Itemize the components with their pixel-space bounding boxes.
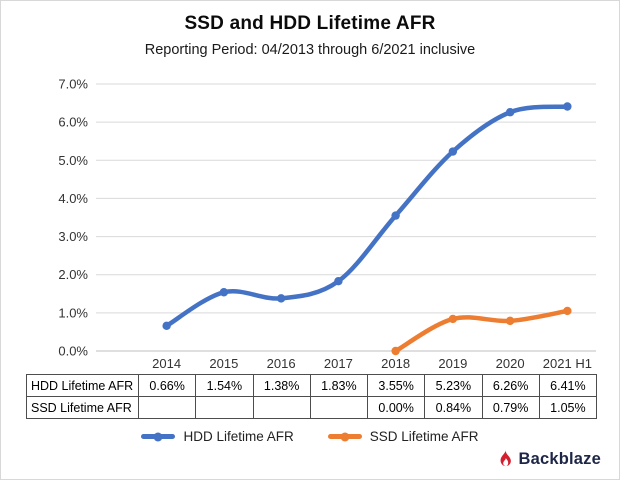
- table-cell: 1.05%: [538, 396, 598, 419]
- table-cell: 1.54%: [195, 374, 254, 397]
- x-tick-label: 2021 H1: [543, 356, 592, 371]
- x-tick-label: 2016: [267, 356, 296, 371]
- data-point-marker: [505, 108, 515, 117]
- data-point-marker: [334, 276, 343, 286]
- data-point-marker: [219, 288, 229, 297]
- legend-item-hdd: HDD Lifetime AFR: [141, 429, 294, 444]
- table-cell: 6.26%: [481, 374, 540, 397]
- data-point-marker: [563, 306, 572, 316]
- data-point-marker: [276, 294, 286, 303]
- ssd-line-swatch-icon: [327, 432, 362, 441]
- ssd-marker-icon: [340, 432, 350, 441]
- logo-text: Backblaze: [518, 449, 601, 468]
- data-point-marker: [563, 102, 572, 111]
- flame-icon: [501, 449, 512, 467]
- data-point-marker: [505, 316, 515, 326]
- table-cell: 6.41%: [538, 374, 598, 397]
- table-cell: [309, 396, 369, 419]
- table-cell: 0.84%: [424, 396, 483, 419]
- table-row: SSD Lifetime AFR 0.00% 0.84% 0.79% 1.05%: [26, 396, 598, 419]
- table-row: HDD Lifetime AFR 0.66% 1.54% 1.38% 1.83% 3.55…: [26, 374, 598, 397]
- data-point-marker: [162, 321, 171, 331]
- hdd-line-swatch-icon: [141, 432, 176, 441]
- chart-title: SSD and HDD Lifetime AFR: [184, 13, 436, 34]
- data-point-marker: [391, 211, 400, 220]
- table-cell: 0.66%: [137, 374, 197, 397]
- y-tick-label: 5.0%: [58, 153, 88, 168]
- y-tick-label: 0.0%: [58, 344, 88, 359]
- y-tick-label: 6.0%: [58, 115, 88, 130]
- hdd-lifetime-afr-line: [164, 104, 570, 329]
- table-cell: 5.23%: [424, 374, 483, 397]
- table-row-label: SSD Lifetime AFR: [26, 396, 139, 419]
- table-row-label: HDD Lifetime AFR: [26, 374, 139, 397]
- data-point-marker: [448, 314, 458, 324]
- ssd-lifetime-afr-line: [393, 308, 570, 354]
- data-point-marker: [391, 346, 400, 356]
- y-tick-label: 2.0%: [58, 267, 88, 282]
- table-cell: [195, 396, 254, 419]
- y-tick-label: 7.0%: [58, 77, 88, 92]
- table-cell: 0.00%: [366, 396, 426, 419]
- table-cell: 3.55%: [366, 374, 426, 397]
- line-chart: 0.0% 1.0% 2.0% 3.0% 4.0% 5.0% 6.0% 7.0% 2014 2015…: [58, 77, 596, 371]
- backblaze-logo: Backblaze: [497, 449, 601, 469]
- legend-label-ssd: SSD Lifetime AFR: [369, 429, 479, 444]
- x-tick-label: 2014: [152, 356, 181, 371]
- data-point-marker: [448, 147, 458, 156]
- hdd-marker-icon: [153, 432, 163, 441]
- x-tick-label: 2020: [496, 356, 525, 371]
- table-cell: 0.79%: [481, 396, 540, 419]
- table-cell: 1.83%: [309, 374, 369, 397]
- y-tick-label: 3.0%: [58, 229, 88, 244]
- table-cell: [252, 396, 311, 419]
- y-tick-label: 4.0%: [58, 191, 88, 206]
- table-cell: [137, 396, 197, 419]
- legend: HDD Lifetime AFR SSD Lifetime AFR: [1, 429, 619, 444]
- x-tick-label: 2019: [438, 356, 467, 371]
- data-table: HDD Lifetime AFR 0.66% 1.54% 1.38% 1.83% 3.55…: [26, 374, 598, 419]
- legend-item-ssd: SSD Lifetime AFR: [327, 429, 479, 444]
- chart-subtitle: Reporting Period: 04/2013 through 6/2021…: [144, 42, 476, 58]
- table-cell: 1.38%: [252, 374, 311, 397]
- y-tick-label: 1.0%: [58, 305, 88, 320]
- x-tick-label: 2018: [381, 356, 410, 371]
- x-tick-label: 2015: [209, 356, 238, 371]
- x-tick-label: 2017: [324, 356, 353, 371]
- legend-label-hdd: HDD Lifetime AFR: [183, 429, 294, 444]
